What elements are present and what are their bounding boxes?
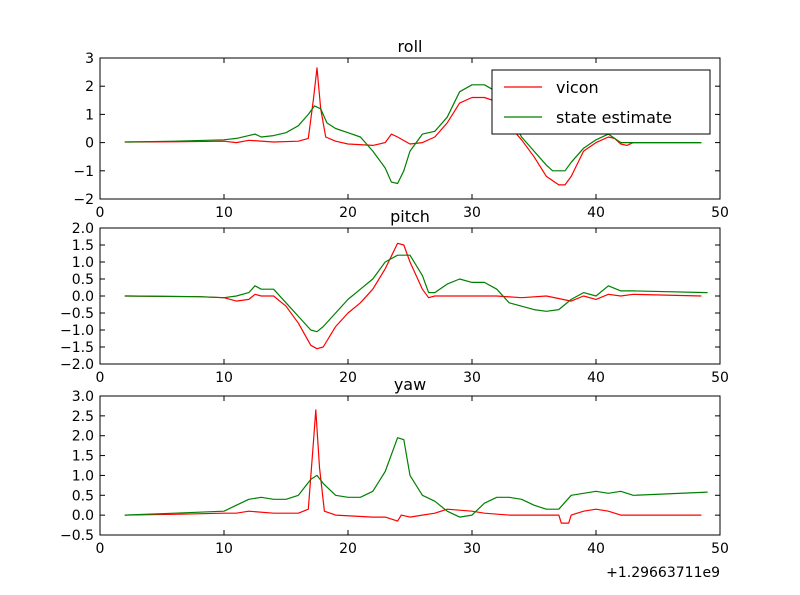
chart-title: pitch [390,207,430,226]
legend-label-vicon: vicon [556,78,599,97]
x-tick-label: 40 [587,541,605,557]
x-tick-label: 50 [711,541,729,557]
y-tick-label: −0.5 [60,528,94,544]
axes-frame [99,57,721,200]
y-tick-label: 1.0 [72,468,94,484]
y-tick-label: 1.5 [72,238,94,254]
x-tick-label: 40 [587,370,605,386]
x-tick-label: 30 [463,370,481,386]
legend: vicon state estimate [491,69,711,135]
y-tick-label: 1.5 [72,449,94,465]
series-line-state-estimate [124,437,708,518]
y-tick-label: −2 [73,192,94,208]
y-tick-label: 0.0 [72,289,94,305]
y-tick-label: −1 [73,164,94,180]
x-tick-label: 30 [463,541,481,557]
x-tick-label: 0 [96,370,105,386]
series-line-vicon [124,242,702,350]
y-tick-label: 0.5 [72,272,94,288]
x-tick-label: 20 [339,370,357,386]
y-tick-label: −2.0 [60,357,94,373]
y-tick-label: 2.0 [72,429,94,445]
panel-pitch: 0 10 20 30 40 50−2.0−1.5−1.0−0.50.00.51.01.52… [60,207,729,386]
y-tick-label: 2.0 [72,221,94,237]
series-line-vicon [124,67,702,186]
y-tick-label: 0.0 [72,508,94,524]
chart-panels: 0 10 20 30 40 50 −2 −1 0 1 2 3 roll vicon state estima… [60,37,729,581]
x-tick-label: 50 [711,370,729,386]
panel-roll: 0 10 20 30 40 50 −2 −1 0 1 2 3 roll vicon state estima… [73,37,729,221]
x-tick-label: 20 [339,541,357,557]
y-tick-label: 3 [85,51,94,67]
series-line-vicon [124,409,702,524]
chart-title: yaw [394,375,426,394]
axes-frame [99,395,721,536]
y-tick-label: 0 [85,136,94,152]
y-tick-label: −1.5 [60,340,94,356]
legend-box [491,69,711,135]
x-tick-label: 50 [711,205,729,221]
y-tick-label: 2.5 [72,409,94,425]
y-tick-label: −1.0 [60,323,94,339]
x-tick-label: 10 [215,370,233,386]
x-tick-label: 30 [463,205,481,221]
chart-title: roll [398,37,423,56]
y-tick-label: 1.0 [72,255,94,271]
x-tick-label: 0 [96,541,105,557]
x-tick-label: 10 [215,205,233,221]
x-tick-label: 20 [339,205,357,221]
x-tick-label: 10 [215,541,233,557]
legend-label-state-estimate: state estimate [556,108,672,127]
y-tick-label: 1 [85,107,94,123]
series-line-state-estimate [124,84,702,185]
series-line-state-estimate [124,254,708,333]
x-offset-label: +1.29663711e9 [606,565,720,581]
panel-yaw: 0 10 20 30 40 50 −0.5 0.0 0.5 1.0 1.5 2.0 2.5 3.0 yaw +… [60,375,729,581]
y-tick-label: 2 [85,79,94,95]
x-tick-label: 40 [587,205,605,221]
y-tick-label: −0.5 [60,306,94,322]
y-tick-label: 3.0 [72,389,94,405]
y-tick-label: 0.5 [72,488,94,504]
x-tick-label: 0 [96,205,105,221]
